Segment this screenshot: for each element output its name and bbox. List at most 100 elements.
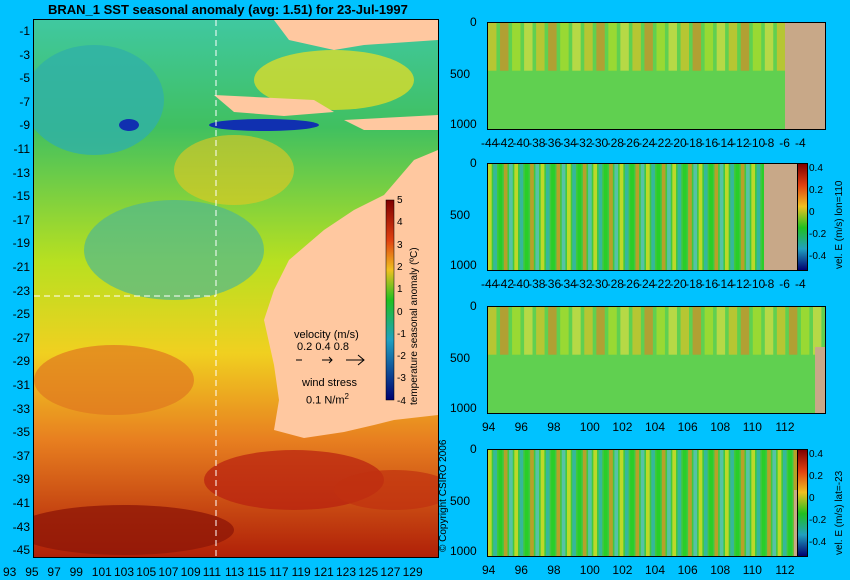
panel-x-tick: -30 [590,277,609,291]
panel-x-tick: 102 [612,563,633,577]
panel-x-tick: -20 [669,136,687,150]
map-x-tick: 95 [25,565,39,579]
panel-x-tick: -22 [653,136,672,150]
wind-stress-value: 0.1 N/m2 [306,392,349,407]
panel-x-tick: -38 [528,277,546,291]
velocity-colorbar-tick: 0.4 [809,449,823,460]
panel-x-tick: -22 [653,277,672,291]
panel-x-tick: 94 [482,563,496,577]
panel-x-tick: -32 [575,136,593,150]
panel-x-tick: 100 [579,420,600,434]
panel-x-tick: -34 [559,136,577,150]
map-x-tick: 107 [158,565,179,579]
panel-x-tick: -4 [795,277,806,291]
panel-x-tick: 94 [482,420,496,434]
velocity-scale-arrows [296,354,365,366]
panel-x-tick: -8 [763,277,775,291]
velocity-label: velocity (m/s) [294,329,359,341]
map-y-tick: -37 [12,448,30,463]
map-x-tick: 119 [291,565,311,579]
panel-y-tick: 1000 [450,401,477,415]
panel-x-tick: 112 [775,563,795,577]
velocity-colorbar-tick: 0.2 [809,185,823,196]
velocity-colorbar-tick: 0.2 [809,471,823,482]
panel-x-tick: -24 [638,277,656,291]
map-colorbar-tick: 3 [397,239,403,251]
panel-x-tick: -32 [575,277,593,291]
panel-x-tick: -12 [732,277,750,291]
panel-y-tick: 0 [470,442,477,456]
map-y-tick: -35 [12,425,30,440]
panel-x-tick: 108 [710,563,731,577]
panel-x-tick: 104 [645,563,666,577]
map-y-tick: -45 [12,543,30,558]
map-x-axis: 93 95 97 99 101 103 105 107 109 111 113 115 117 119 12… [0,566,440,580]
velocity-section-plot [487,163,805,271]
map-y-tick: -33 [12,401,30,416]
map-colorbar-tick: 1 [397,284,403,296]
velocity-colorbar-tick: -0.2 [809,229,827,240]
map-x-tick: 111 [202,565,222,579]
panel-y-tick: 500 [450,67,471,81]
panel-x-tick: 112 [775,420,795,434]
map-colorbar-tick: -3 [397,373,406,385]
panel-x-tick: -16 [700,136,719,150]
panel-x-tick: -28 [606,277,624,291]
panel-x-tick: 96 [514,563,528,577]
map-y-tick: -21 [12,260,30,274]
panel-x-tick: -12 [732,136,750,150]
panel-y-tick: 0 [470,156,477,170]
map-x-tick: 127 [380,565,401,579]
panel-x-tick: -16 [700,277,719,291]
map-x-tick: 125 [358,565,379,579]
panel-x-tick: 104 [645,420,666,434]
panel-x-tick: -26 [622,136,640,150]
map-x-tick: 101 [91,565,112,579]
temperature-section-plot [487,22,826,130]
panel-x-tick: -20 [669,277,687,291]
map-y-tick: -7 [19,94,30,109]
panel-y-tick: 500 [450,351,471,365]
map-colorbar-tick: 5 [397,195,403,206]
map-y-tick: -3 [19,47,30,62]
map-y-tick: -13 [12,165,30,180]
map-y-tick: -39 [12,472,30,487]
panel-x-tick: -6 [779,277,790,291]
panel-x-tick: 96 [514,420,528,434]
panel-x-tick: -24 [638,136,656,150]
map-y-tick: -25 [12,307,30,322]
panel-x-tick: 110 [742,563,762,577]
map-x-tick: 103 [114,565,135,579]
panel-x-tick: -36 [543,277,562,291]
map-y-tick: -19 [12,236,30,251]
map-colorbar-tick: -1 [397,328,406,340]
panel-x-tick: -10 [747,136,766,150]
map-y-tick: -29 [12,354,30,369]
map-y-tick: -27 [12,330,30,345]
map-y-axis: -1 -3 -5 -7 -9 -11 -13 -15 -17 -19 -21 -23 -25 -27 -29… [0,25,32,558]
map-y-tick: -17 [12,212,30,227]
map-x-tick: 117 [269,565,289,579]
velocity-colorbar-label: vel. E (m/s) lat=-23 [834,470,845,555]
panel-y-tick: 1000 [450,117,477,131]
panel-y-tick: 0 [470,299,477,313]
panel-x-tick: -18 [685,136,703,150]
panel-x-tick: -14 [716,136,734,150]
map-colorbar-tick: -2 [397,351,406,363]
panel-x-tick: -18 [685,277,703,291]
velocity-scale-values: 0.2 0.4 0.8 [297,341,349,353]
panel-x-tick: 98 [547,420,561,434]
map-colorbar-tick: 0 [397,306,403,318]
map-x-tick: 129 [402,565,423,579]
map-colorbar-tick: 4 [397,217,403,229]
map-colorbar-tick: -4 [397,395,406,407]
map-colorbar-ticks: 5 4 3 2 1 0 -1 -2 -3 -4 [397,195,411,407]
map-y-tick: -5 [19,71,30,86]
velocity-colorbar-tick: -0.2 [809,515,827,526]
map-x-tick: 113 [225,565,245,579]
panel-x-tick: -40 [512,136,530,150]
map-colorbar-tick: 2 [397,261,403,273]
panel-x-tick: -28 [606,136,624,150]
velocity-colorbar-label: vel. E (m/s) lon=110 [834,180,845,269]
map-title: BRAN_1 SST seasonal anomaly (avg: 1.51) … [48,2,408,17]
